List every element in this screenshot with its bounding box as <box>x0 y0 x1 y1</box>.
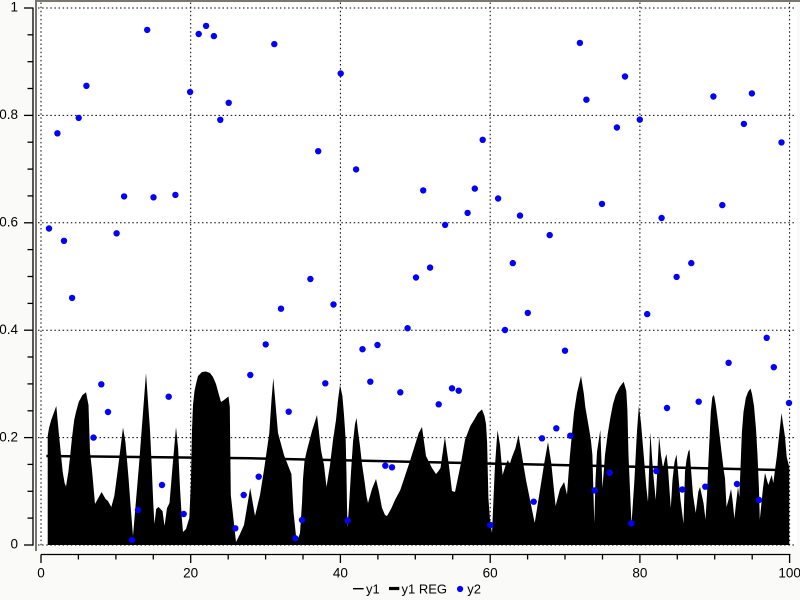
svg-text:100: 100 <box>778 566 800 581</box>
svg-text:80: 80 <box>632 566 647 581</box>
svg-text:1: 1 <box>10 0 18 15</box>
svg-text:0.2: 0.2 <box>0 429 18 444</box>
svg-text:0: 0 <box>10 537 18 552</box>
svg-text:20: 20 <box>183 566 198 581</box>
svg-text:40: 40 <box>333 566 348 581</box>
svg-text:y1: y1 <box>366 582 380 597</box>
svg-text:0.6: 0.6 <box>0 215 18 230</box>
svg-text:0: 0 <box>37 566 45 581</box>
svg-text:y2: y2 <box>467 582 481 597</box>
svg-text:60: 60 <box>483 566 498 581</box>
svg-text:0.4: 0.4 <box>0 322 18 337</box>
svg-text:0.8: 0.8 <box>0 107 18 122</box>
svg-text:y1 REG: y1 REG <box>402 582 448 597</box>
